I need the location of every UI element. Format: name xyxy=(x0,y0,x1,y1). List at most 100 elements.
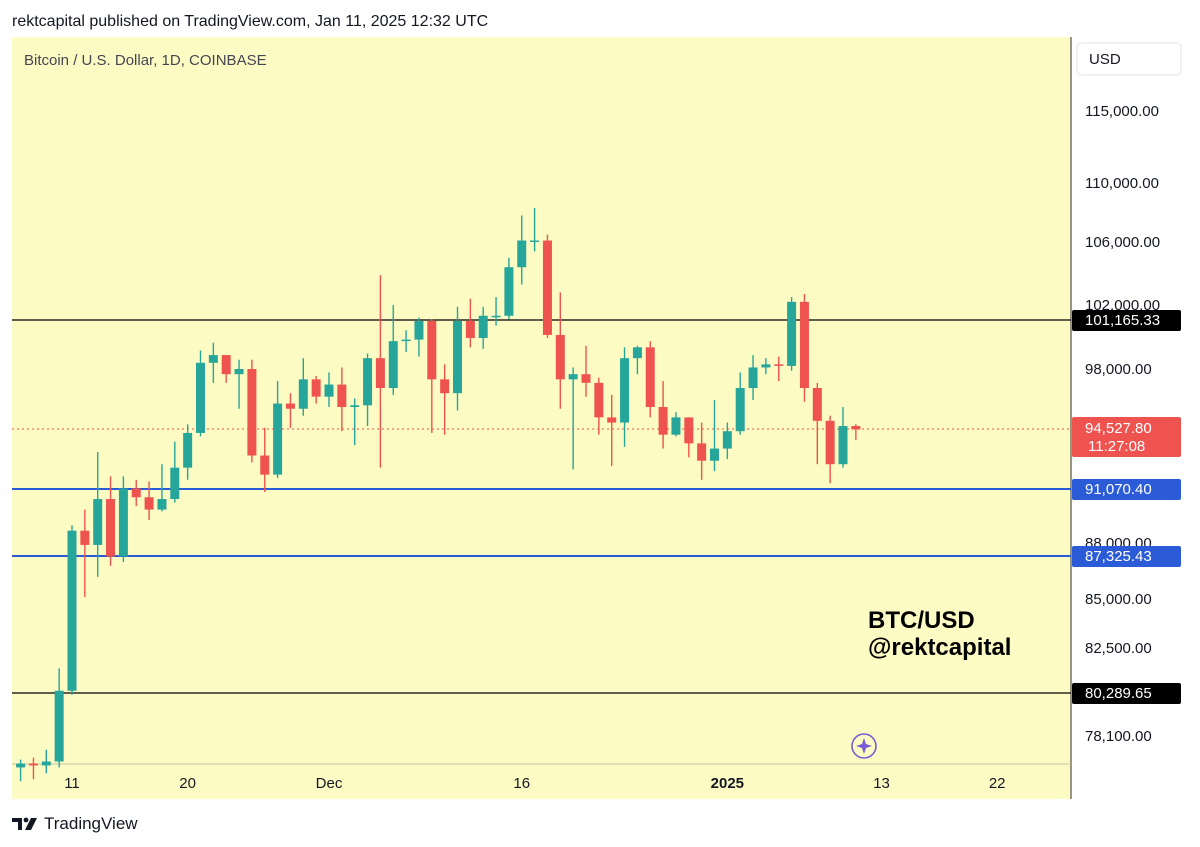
candle-body xyxy=(491,315,501,318)
candle-body xyxy=(555,334,565,380)
candle xyxy=(311,375,321,404)
candle xyxy=(671,412,681,437)
candle-body xyxy=(658,407,668,435)
candle xyxy=(196,350,205,437)
candle xyxy=(28,757,38,780)
candle xyxy=(787,297,797,371)
candle xyxy=(16,759,26,782)
candle xyxy=(555,292,565,409)
level-price-label: 91,070.40 xyxy=(1085,481,1152,498)
candle xyxy=(542,234,552,339)
candle xyxy=(131,479,141,507)
x-tick-label: 16 xyxy=(513,775,530,792)
currency-button-label: USD xyxy=(1089,51,1121,68)
candle-body xyxy=(67,530,77,691)
candle-body xyxy=(16,763,26,768)
time-axis-background xyxy=(12,764,1071,799)
candle xyxy=(710,400,719,472)
candle-body xyxy=(787,301,797,366)
candle xyxy=(658,381,668,449)
currency-button[interactable]: USD xyxy=(1076,42,1182,76)
candle xyxy=(620,347,630,447)
candle xyxy=(735,372,745,435)
candle-body xyxy=(118,488,128,557)
candle xyxy=(324,372,334,408)
y-tick-label: 115,000.00 xyxy=(1085,103,1159,120)
candle xyxy=(465,298,475,348)
candle xyxy=(568,367,578,470)
candle-body xyxy=(131,488,141,498)
candle-body xyxy=(285,403,295,409)
candle-body xyxy=(825,420,835,465)
candle-body xyxy=(581,374,591,383)
y-tick-label: 106,000.00 xyxy=(1085,234,1160,251)
candle-body xyxy=(273,403,283,475)
candle-body xyxy=(41,761,51,766)
candle xyxy=(54,668,64,768)
x-tick-label: 11 xyxy=(64,775,80,792)
candle xyxy=(594,377,604,435)
tradingview-logo-icon xyxy=(12,817,37,830)
candle-body xyxy=(812,388,822,421)
candle-body xyxy=(440,379,450,394)
y-tick-label: 85,000.00 xyxy=(1085,591,1152,608)
candle xyxy=(337,367,347,432)
candle-body xyxy=(196,362,205,433)
candle xyxy=(581,345,591,397)
candle-body xyxy=(388,341,398,389)
candle xyxy=(234,359,244,409)
sparkle-icon[interactable] xyxy=(851,733,877,759)
candle xyxy=(208,342,218,383)
candle-body xyxy=(324,384,334,397)
candle xyxy=(812,382,822,465)
candle-body xyxy=(80,530,90,545)
candle-body xyxy=(722,431,732,449)
candle xyxy=(684,417,694,458)
candle-body xyxy=(530,240,540,243)
level-price-tag: 91,070.40 xyxy=(1072,479,1181,500)
y-tick-label: 102,000.00 xyxy=(1085,297,1160,314)
candle xyxy=(632,345,642,375)
candle-body xyxy=(710,448,719,461)
candle xyxy=(825,415,835,484)
candle-body xyxy=(453,321,462,394)
candle-body xyxy=(93,499,103,545)
watermark-line-2: @rektcapital xyxy=(868,634,1011,661)
candlestick-chart[interactable]: Bitcoin / U.S. Dollar, 1D, COINBASE USD … xyxy=(12,37,1190,799)
candle xyxy=(183,424,193,480)
candle xyxy=(80,509,90,598)
candle-body xyxy=(337,384,347,408)
x-tick-label: 22 xyxy=(989,775,1006,792)
candle xyxy=(298,358,308,416)
candle-body xyxy=(170,467,180,500)
candle xyxy=(93,452,103,577)
candle-body xyxy=(363,358,373,406)
candle xyxy=(388,305,398,395)
footer: TradingView xyxy=(12,812,138,836)
candle xyxy=(440,364,450,435)
candle-body xyxy=(106,499,116,557)
candle-body xyxy=(298,379,308,409)
candle-body xyxy=(157,499,167,510)
y-tick-label: 78,100.00 xyxy=(1085,728,1152,745)
level-price-tag: 80,289.65 xyxy=(1072,683,1181,704)
candle xyxy=(722,422,732,459)
candle xyxy=(799,293,809,402)
footer-brand: TradingView xyxy=(44,814,138,833)
chart-area[interactable]: Bitcoin / U.S. Dollar, 1D, COINBASE USD … xyxy=(12,37,1190,799)
candle xyxy=(67,525,77,695)
candle xyxy=(401,330,411,352)
candle xyxy=(285,393,295,428)
x-tick-label: 2025 xyxy=(711,775,744,792)
candle xyxy=(774,356,784,382)
last-price-label: 94,527.80 xyxy=(1085,420,1152,437)
publisher-line: rektcapital published on TradingView.com… xyxy=(12,13,489,30)
candle-body xyxy=(735,388,745,432)
candle-body xyxy=(478,315,488,339)
candle xyxy=(41,749,51,774)
candle xyxy=(247,359,257,463)
candle-body xyxy=(401,339,411,342)
candle-body xyxy=(311,379,321,397)
candle-body xyxy=(542,240,552,335)
candle xyxy=(607,394,617,466)
